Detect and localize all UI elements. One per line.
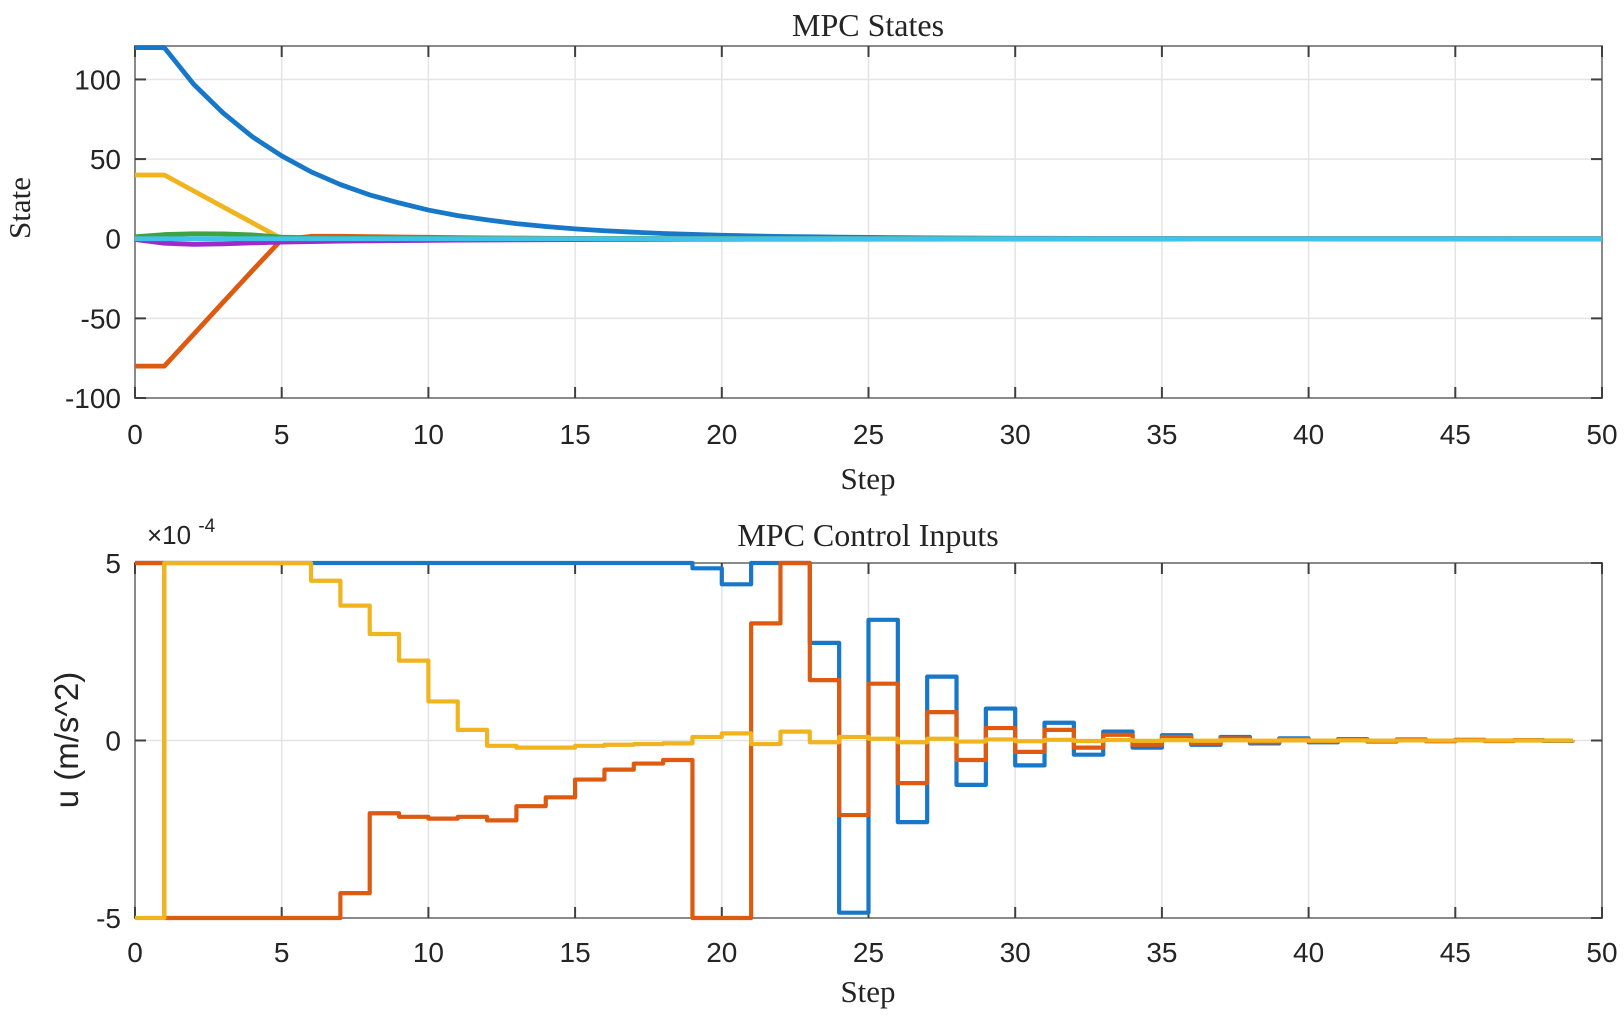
x-tick-label: 20 bbox=[706, 937, 737, 968]
exponent-multiplier: ×10 bbox=[147, 520, 191, 550]
inputs-xlabel: Step bbox=[840, 974, 895, 1009]
x-tick-label: 35 bbox=[1146, 937, 1177, 968]
x-tick-label: 5 bbox=[274, 937, 290, 968]
exponent-power: -4 bbox=[198, 516, 215, 537]
y-tick-label: 0 bbox=[105, 224, 121, 255]
y-tick-label: 5 bbox=[105, 548, 121, 579]
tick-label-layer: 0 5 10 15 20 25 30 35 40 45 50 -100 -50 0 50 100 bbox=[65, 64, 1618, 450]
x-tick-label: 45 bbox=[1440, 937, 1471, 968]
y-tick-label: 100 bbox=[74, 64, 121, 95]
y-tick-label: 50 bbox=[90, 144, 121, 175]
x-tick-label: 15 bbox=[560, 937, 591, 968]
x-tick-label: 10 bbox=[413, 419, 444, 450]
y-tick-label: 0 bbox=[105, 726, 121, 757]
x-tick-label: 40 bbox=[1293, 419, 1324, 450]
states-axes: 0 5 10 15 20 25 30 35 40 45 50 -100 -50 0 50 100 bbox=[65, 45, 1618, 450]
series-line-u3 bbox=[135, 560, 1575, 921]
x-tick-label: 5 bbox=[274, 419, 290, 450]
x-tick-label: 15 bbox=[560, 419, 591, 450]
series-layer bbox=[134, 45, 1602, 369]
x-tick-label: 50 bbox=[1586, 419, 1617, 450]
grid-layer bbox=[134, 46, 1603, 399]
inputs-ylabel: u (m/s^2) bbox=[48, 672, 85, 809]
x-tick-label: 35 bbox=[1146, 419, 1177, 450]
inputs-axes: 0 5 10 15 20 25 30 35 40 45 50-505 bbox=[96, 548, 1617, 968]
x-tick-label: 50 bbox=[1586, 937, 1617, 968]
states-xlabel: Step bbox=[840, 461, 895, 496]
tick-layer bbox=[134, 562, 1603, 919]
y-tick-label: -5 bbox=[96, 903, 121, 934]
x-tick-label: 30 bbox=[1000, 937, 1031, 968]
x-tick-label: 20 bbox=[706, 419, 737, 450]
inputs-title: MPC Control Inputs bbox=[737, 517, 998, 553]
states-title: MPC States bbox=[792, 7, 944, 43]
x-tick-label: 30 bbox=[1000, 419, 1031, 450]
x-tick-label: 0 bbox=[127, 937, 143, 968]
y-tick-label: -100 bbox=[65, 383, 121, 414]
x-tick-label: 25 bbox=[853, 419, 884, 450]
tick-label-layer: 0 5 10 15 20 25 30 35 40 45 50-505 bbox=[96, 548, 1617, 968]
x-tick-label: 0 bbox=[127, 419, 143, 450]
x-tick-label: 40 bbox=[1293, 937, 1324, 968]
states-ylabel: State bbox=[2, 177, 37, 239]
x-tick-label: 25 bbox=[853, 937, 884, 968]
x-tick-label: 45 bbox=[1440, 419, 1471, 450]
y-axis-exponent-label: ×10 -4 bbox=[147, 516, 216, 550]
y-tick-label: -50 bbox=[81, 303, 121, 334]
x-tick-label: 10 bbox=[413, 937, 444, 968]
series-layer bbox=[135, 560, 1575, 921]
